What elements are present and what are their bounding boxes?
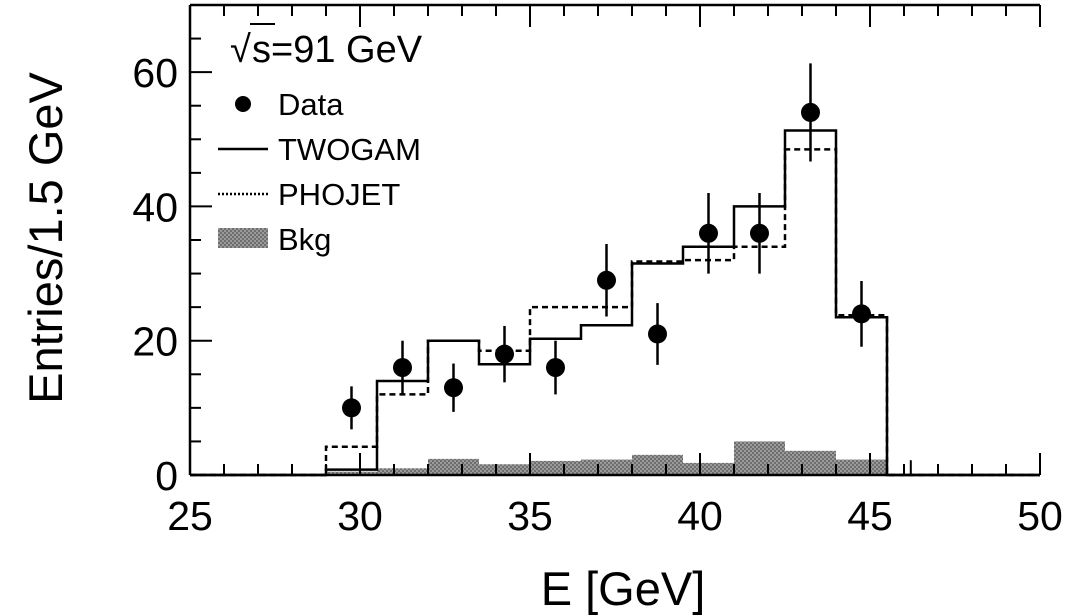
y-axis-title: Entries/1.5 GeV xyxy=(19,71,72,403)
y-tick-label: 40 xyxy=(132,184,178,230)
legend-data-marker xyxy=(235,96,251,112)
data-point xyxy=(648,324,667,344)
data-point xyxy=(495,344,514,364)
annotation-text: s=91 GeV xyxy=(252,29,423,71)
plot-area xyxy=(190,63,1040,477)
y-tick-label: 60 xyxy=(132,50,178,96)
bkg-bar xyxy=(530,460,581,475)
x-axis-title: E [GeV] xyxy=(541,562,706,615)
legend-bkg-swatch xyxy=(218,228,268,248)
data-point xyxy=(546,358,565,378)
y-tick-label: 20 xyxy=(132,319,178,365)
x-tick-label: 30 xyxy=(337,493,383,539)
axes: 25 30 35 40 45 50 0 20 40 60 xyxy=(132,3,1063,539)
bkg-bar xyxy=(785,450,836,475)
data-point xyxy=(699,223,718,243)
bkg-bar xyxy=(632,454,683,475)
data-point xyxy=(342,398,361,418)
data-point xyxy=(393,358,412,378)
legend: Data TWOGAM PHOJET Bkg xyxy=(218,87,421,257)
legend-label: TWOGAM xyxy=(278,132,421,167)
bkg-bar xyxy=(836,459,887,475)
bkg-bar xyxy=(581,459,632,475)
x-tick-label: 40 xyxy=(677,493,723,539)
x-tick-label: 35 xyxy=(507,493,553,539)
twogam-line xyxy=(190,129,1040,477)
bkg-bar xyxy=(734,441,785,475)
bkg-bar xyxy=(326,471,377,475)
data-point xyxy=(852,304,871,324)
y-tick-label: 0 xyxy=(155,453,178,499)
bkg-bar xyxy=(479,464,530,475)
x-tick-label: 45 xyxy=(847,493,893,539)
bkg-bar xyxy=(683,462,734,475)
legend-label: PHOJET xyxy=(278,177,400,212)
data-point xyxy=(444,378,463,398)
annotation: √ s=91 GeV xyxy=(230,23,423,71)
annotation-sqrt-symbol: √ xyxy=(230,29,251,71)
bkg-bar xyxy=(428,458,479,475)
data-point xyxy=(597,270,616,290)
x-tick-label: 50 xyxy=(1017,493,1063,539)
legend-label: Bkg xyxy=(278,222,331,257)
data-point xyxy=(750,223,769,243)
x-tick-label: 25 xyxy=(167,493,213,539)
bkg-bar xyxy=(377,468,428,475)
legend-label: Data xyxy=(278,87,344,122)
data-point xyxy=(801,102,820,122)
